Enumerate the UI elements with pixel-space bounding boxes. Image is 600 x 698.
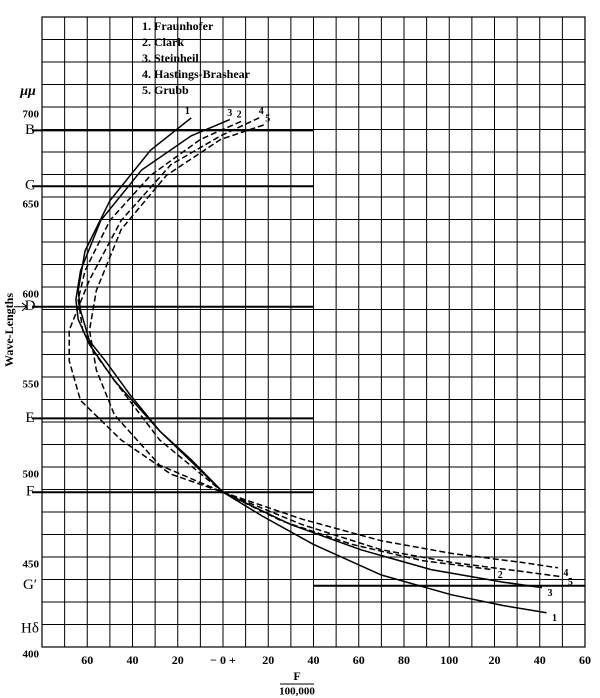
y-tick-label: 500: [23, 469, 40, 481]
curve-label: 4: [563, 568, 568, 579]
fraunhofer-label: C: [25, 178, 35, 194]
x-axis-label: F: [293, 669, 300, 683]
curve-label: 4: [259, 106, 264, 117]
curve-label: 2: [237, 110, 242, 121]
x-tick-label: − 0 +: [210, 653, 236, 667]
x-tick-label: 20: [262, 653, 274, 667]
x-tick-label: 60: [579, 653, 591, 667]
curve: [77, 117, 547, 614]
curve-label: 3: [548, 588, 553, 599]
x-tick-label: 40: [308, 653, 320, 667]
curve: [88, 124, 563, 578]
y-tick-label: 450: [23, 559, 40, 571]
plot-frame: [41, 16, 586, 648]
x-tick-label: 40: [534, 653, 546, 667]
fraunhofer-label: Hδ: [21, 620, 39, 636]
x-tick-label: 40: [127, 653, 139, 667]
curve-label: 1: [552, 613, 557, 624]
y-tick-label: 600: [23, 289, 40, 301]
curve: [68, 117, 559, 569]
fraunhofer-label: D: [25, 298, 36, 314]
fraunhofer-label: E: [25, 410, 34, 426]
x-axis-label: 100,000: [279, 686, 315, 698]
y-tick-label: 700: [23, 109, 40, 121]
y-tick-label: 550: [23, 379, 40, 391]
legend-entry: 3. Steinheil: [142, 51, 199, 65]
legend-entry: 4. Hastings-Brashear: [142, 67, 251, 81]
curve-label: 5: [265, 113, 270, 124]
d-arrow: [14, 302, 28, 312]
x-tick-label: 100: [440, 653, 458, 667]
y-unit: μμ: [19, 84, 36, 99]
y-tick-label: 400: [23, 649, 40, 661]
curve-label: 3: [227, 108, 232, 119]
curve: [77, 120, 493, 571]
curve-label: 1: [185, 106, 190, 117]
x-tick-label: 80: [398, 653, 410, 667]
legend-entry: 2. Clark: [142, 35, 184, 49]
legend-entry: 5. Grubb: [142, 83, 189, 97]
curve-label: 5: [568, 577, 573, 588]
x-tick-label: 20: [489, 653, 501, 667]
curve: [75, 118, 543, 589]
y-axis-label: Wave-Lengths: [2, 293, 16, 367]
x-tick-label: 60: [81, 653, 93, 667]
x-tick-label: 20: [172, 653, 184, 667]
fraunhofer-label: F: [26, 484, 34, 500]
x-tick-label: 60: [353, 653, 365, 667]
y-tick-label: 650: [23, 199, 40, 211]
curve-label: 2: [498, 570, 503, 581]
fraunhofer-label: G′: [23, 577, 37, 593]
fraunhofer-label: B: [25, 122, 35, 138]
legend-entry: 1. Fraunhofer: [142, 19, 214, 33]
